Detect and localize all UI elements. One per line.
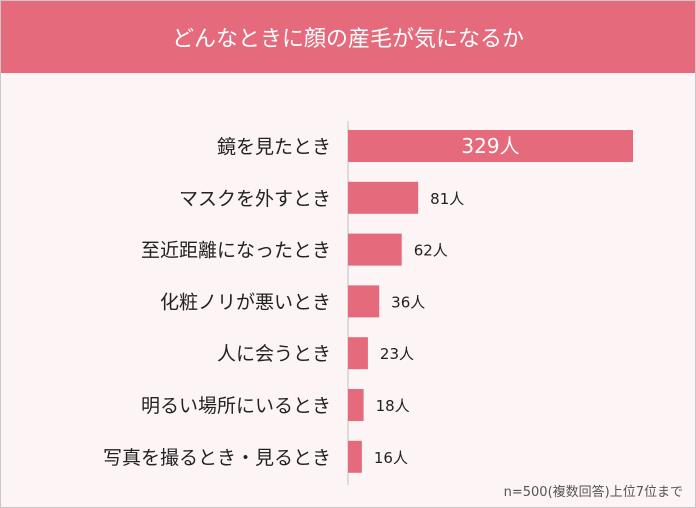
- category-label: 明るい場所にいるとき: [141, 395, 331, 417]
- bar: [348, 130, 633, 162]
- bar: [348, 181, 419, 214]
- bar: [348, 440, 362, 473]
- value-label: 18人: [376, 397, 410, 415]
- value-label: 62人: [414, 242, 448, 260]
- category-label: 写真を撮るとき・見るとき: [103, 447, 331, 469]
- bar: [348, 389, 364, 421]
- value-label: 23人: [380, 345, 414, 363]
- category-label: 鏡を見たとき: [217, 136, 331, 158]
- value-label: 36人: [391, 293, 425, 311]
- sample-note: n=500(複数回答)上位7位まで: [503, 485, 683, 500]
- value-label: 329人: [461, 134, 519, 158]
- value-label: 16人: [374, 449, 408, 467]
- category-label: マスクを外すとき: [179, 188, 331, 210]
- bar: [348, 285, 380, 318]
- bar: [348, 337, 368, 370]
- category-label: 化粧ノリが悪いとき: [160, 291, 331, 313]
- bar: [348, 233, 402, 266]
- chart-title: どんなときに顔の産毛が気になるか: [1, 1, 695, 73]
- value-label: 81人: [430, 190, 464, 208]
- category-label: 人に会うとき: [217, 343, 331, 365]
- category-label: 至近距離になったとき: [141, 240, 331, 262]
